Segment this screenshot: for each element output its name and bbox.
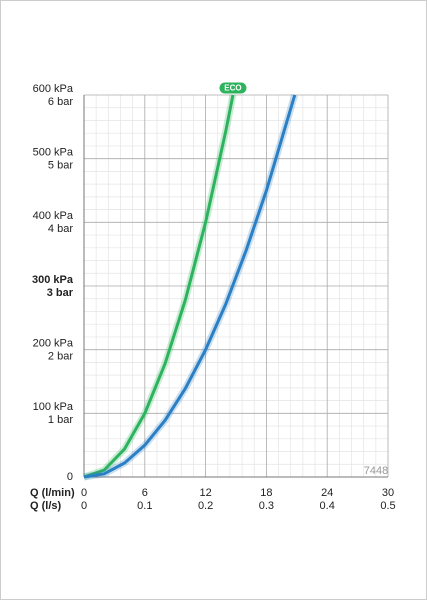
y2-tick-label: 3 bar bbox=[47, 287, 74, 299]
y2-tick-label: 2 bar bbox=[48, 351, 73, 363]
y2-tick-label: 6 bar bbox=[48, 96, 73, 108]
y2-tick-label: 5 bar bbox=[48, 160, 73, 172]
y-tick-label: 0 bbox=[67, 471, 73, 483]
y-tick-label: 600 kPa bbox=[33, 83, 74, 95]
x2-axis-title: Q (l/s) bbox=[30, 500, 62, 512]
legend-badge bbox=[218, 81, 248, 95]
y-tick-label: 400 kPa bbox=[33, 210, 74, 222]
x2-tick-label: 0 bbox=[81, 500, 87, 512]
y-tick-label: 500 kPa bbox=[33, 147, 74, 159]
y-tick-label: 200 kPa bbox=[33, 338, 74, 350]
x-tick-label: 24 bbox=[321, 487, 333, 499]
legend-label: ECO bbox=[224, 84, 241, 93]
series-line bbox=[83, 94, 235, 479]
x2-tick-label: 0.1 bbox=[137, 500, 152, 512]
x2-tick-label: 0.3 bbox=[259, 500, 274, 512]
x-tick-label: 0 bbox=[81, 487, 87, 499]
x-tick-label: 18 bbox=[260, 487, 272, 499]
series-line bbox=[83, 94, 297, 479]
x2-tick-label: 0.4 bbox=[320, 500, 335, 512]
y2-tick-label: 4 bar bbox=[48, 223, 73, 235]
x-tick-label: 30 bbox=[382, 487, 394, 499]
x-tick-label: 12 bbox=[199, 487, 211, 499]
y-tick-label: 100 kPa bbox=[33, 401, 74, 413]
x-axis-title: Q (l/min) bbox=[30, 487, 75, 499]
x-tick-label: 6 bbox=[142, 487, 148, 499]
x2-tick-label: 0.5 bbox=[380, 500, 395, 512]
y2-tick-label: 1 bar bbox=[48, 414, 73, 426]
x2-tick-label: 0.2 bbox=[198, 500, 213, 512]
y-tick-label: 300 kPa bbox=[32, 274, 74, 286]
